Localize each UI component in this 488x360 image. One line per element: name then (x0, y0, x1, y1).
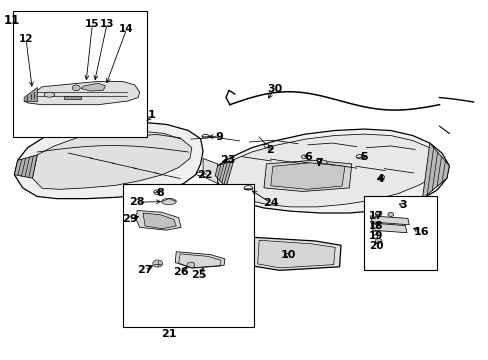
Text: 5: 5 (360, 152, 367, 162)
Text: 7: 7 (315, 158, 322, 168)
Polygon shape (215, 160, 233, 187)
Text: 23: 23 (219, 155, 235, 165)
Polygon shape (369, 216, 408, 225)
Polygon shape (203, 158, 217, 184)
Polygon shape (64, 96, 81, 99)
Circle shape (72, 85, 80, 91)
Circle shape (374, 238, 381, 243)
Polygon shape (270, 163, 344, 189)
Polygon shape (143, 213, 176, 229)
Polygon shape (222, 134, 441, 207)
Ellipse shape (44, 92, 55, 97)
Text: 14: 14 (119, 24, 134, 35)
Polygon shape (422, 143, 448, 199)
Text: 16: 16 (412, 227, 428, 237)
Text: 13: 13 (100, 19, 114, 29)
Polygon shape (24, 81, 140, 105)
Text: 28: 28 (129, 197, 144, 207)
Polygon shape (14, 155, 37, 178)
Polygon shape (24, 87, 37, 102)
Polygon shape (215, 129, 448, 213)
Text: 6: 6 (304, 152, 311, 162)
Polygon shape (257, 240, 334, 268)
Text: 2: 2 (266, 144, 274, 154)
Text: 1: 1 (148, 111, 155, 121)
Text: 30: 30 (266, 84, 282, 94)
Text: 25: 25 (191, 270, 206, 280)
Polygon shape (136, 211, 181, 230)
Bar (363, 196, 436, 270)
Text: 3: 3 (398, 200, 406, 210)
Ellipse shape (161, 198, 176, 205)
Text: 22: 22 (196, 170, 212, 180)
Text: 18: 18 (368, 221, 383, 231)
Text: 4: 4 (375, 174, 383, 184)
Polygon shape (175, 252, 224, 268)
Bar (122, 184, 254, 327)
Text: 11: 11 (3, 14, 20, 27)
Text: 15: 15 (85, 19, 100, 29)
Polygon shape (32, 131, 191, 189)
Circle shape (153, 260, 162, 267)
Text: 24: 24 (263, 198, 279, 208)
Text: 26: 26 (173, 267, 188, 277)
Text: 8: 8 (157, 188, 164, 198)
Circle shape (374, 211, 381, 216)
Polygon shape (264, 160, 351, 192)
Text: 20: 20 (368, 241, 383, 251)
Text: 29: 29 (122, 214, 138, 224)
Polygon shape (370, 223, 406, 233)
Text: 9: 9 (215, 132, 223, 142)
Text: 19: 19 (368, 231, 383, 241)
Bar (13, 12, 147, 137)
Polygon shape (14, 122, 203, 199)
Polygon shape (316, 159, 327, 164)
Text: 17: 17 (368, 211, 383, 221)
Circle shape (186, 262, 194, 268)
Polygon shape (81, 83, 105, 91)
Polygon shape (253, 237, 340, 270)
Text: 12: 12 (19, 35, 33, 44)
Text: 10: 10 (280, 250, 295, 260)
Text: 27: 27 (137, 265, 152, 275)
Text: 21: 21 (161, 329, 176, 339)
Circle shape (387, 212, 393, 217)
